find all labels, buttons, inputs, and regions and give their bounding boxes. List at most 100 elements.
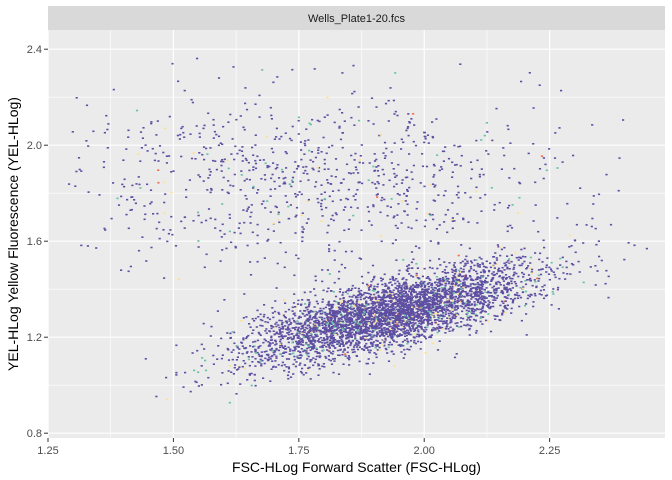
data-point bbox=[487, 303, 490, 306]
data-point bbox=[367, 179, 370, 181]
data-point bbox=[74, 185, 77, 187]
data-point bbox=[402, 357, 405, 359]
data-point bbox=[433, 286, 436, 289]
data-point bbox=[353, 351, 356, 353]
data-point bbox=[464, 284, 467, 287]
data-point bbox=[270, 324, 273, 327]
data-point bbox=[450, 268, 454, 271]
data-point bbox=[300, 343, 303, 346]
data-point bbox=[390, 151, 393, 153]
data-point bbox=[274, 188, 277, 190]
data-point bbox=[203, 348, 206, 350]
data-point bbox=[445, 265, 448, 268]
data-point bbox=[462, 302, 465, 305]
data-point bbox=[428, 277, 431, 280]
data-point bbox=[540, 155, 544, 157]
data-point bbox=[451, 288, 454, 290]
data-point bbox=[275, 332, 278, 335]
data-point bbox=[553, 273, 556, 276]
data-point bbox=[272, 316, 275, 319]
data-point bbox=[368, 317, 371, 320]
data-point bbox=[180, 155, 183, 158]
data-point bbox=[623, 258, 626, 261]
data-point bbox=[390, 332, 393, 334]
data-point bbox=[429, 292, 432, 294]
data-point bbox=[407, 298, 411, 300]
data-point bbox=[373, 307, 376, 309]
data-point bbox=[331, 322, 334, 325]
data-point bbox=[439, 326, 442, 328]
data-point bbox=[466, 312, 469, 314]
data-point bbox=[326, 343, 330, 346]
data-point bbox=[383, 157, 387, 159]
data-point bbox=[180, 127, 183, 130]
data-point bbox=[402, 331, 405, 333]
data-point bbox=[318, 368, 321, 370]
data-point bbox=[358, 316, 361, 319]
data-point bbox=[387, 360, 391, 362]
data-point bbox=[256, 351, 259, 354]
data-point bbox=[182, 386, 185, 388]
data-point bbox=[268, 318, 272, 321]
data-point bbox=[558, 127, 561, 129]
data-point bbox=[554, 276, 557, 279]
data-point bbox=[380, 279, 383, 282]
data-point bbox=[425, 165, 429, 168]
data-point bbox=[383, 341, 386, 343]
data-point bbox=[386, 308, 389, 310]
data-point bbox=[419, 303, 422, 305]
data-point bbox=[255, 326, 258, 328]
data-point bbox=[542, 157, 545, 159]
data-point bbox=[391, 297, 395, 300]
data-point bbox=[137, 249, 141, 252]
data-point bbox=[415, 283, 418, 286]
data-point bbox=[452, 313, 455, 316]
data-point bbox=[368, 373, 371, 375]
data-point bbox=[271, 349, 274, 352]
data-point bbox=[365, 325, 368, 327]
data-point bbox=[229, 113, 232, 116]
data-point bbox=[506, 297, 509, 300]
data-point bbox=[428, 314, 431, 316]
data-point bbox=[425, 307, 428, 309]
data-point bbox=[433, 186, 436, 188]
data-point bbox=[153, 159, 156, 162]
data-point bbox=[359, 323, 362, 325]
data-point bbox=[433, 272, 436, 275]
data-point bbox=[427, 313, 430, 315]
data-point bbox=[473, 264, 476, 267]
data-point bbox=[405, 304, 408, 307]
data-point bbox=[359, 306, 362, 309]
data-point bbox=[605, 269, 608, 272]
data-point bbox=[420, 323, 423, 325]
data-point bbox=[408, 331, 411, 334]
data-point bbox=[116, 197, 119, 200]
data-point bbox=[300, 158, 303, 161]
data-point bbox=[415, 219, 418, 222]
data-point bbox=[345, 320, 348, 323]
data-point bbox=[182, 131, 185, 134]
data-point bbox=[367, 289, 371, 291]
data-point bbox=[453, 356, 457, 359]
data-point bbox=[459, 280, 462, 283]
data-point bbox=[206, 189, 209, 191]
data-point bbox=[245, 198, 248, 200]
data-point bbox=[231, 138, 234, 140]
data-point bbox=[332, 337, 335, 340]
data-point bbox=[398, 333, 402, 335]
data-point bbox=[222, 160, 225, 163]
data-point bbox=[518, 256, 521, 259]
data-point bbox=[417, 329, 420, 331]
data-point bbox=[422, 282, 425, 285]
data-point bbox=[398, 319, 401, 322]
data-point bbox=[486, 281, 489, 283]
data-point bbox=[337, 189, 340, 192]
data-point bbox=[235, 393, 238, 395]
data-point bbox=[436, 154, 439, 156]
data-point bbox=[430, 282, 433, 285]
data-point bbox=[366, 321, 369, 323]
data-point bbox=[491, 302, 495, 304]
data-point bbox=[532, 301, 535, 303]
data-point bbox=[295, 206, 299, 209]
data-point bbox=[339, 311, 342, 313]
